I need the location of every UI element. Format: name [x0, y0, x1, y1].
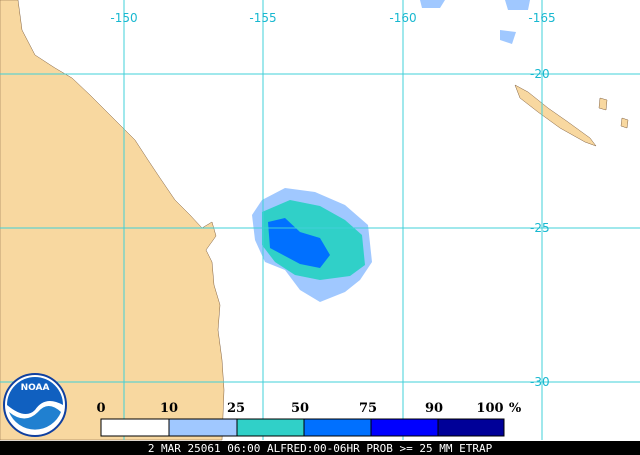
- legend-label: 25: [227, 401, 245, 416]
- land: [0, 0, 225, 441]
- island: [620, 117, 629, 129]
- logo-sky: [7, 377, 63, 414]
- caption: 2 MAR 25061 06:00 ALFRED:00-06HR PROB >=…: [148, 442, 493, 455]
- legend-swatch: [100, 418, 170, 437]
- legend-swatch: [236, 418, 305, 437]
- lat-label: -20: [530, 67, 550, 81]
- lon-label: -150: [110, 11, 137, 25]
- legend-label: 10: [160, 401, 178, 416]
- precip-10: [420, 0, 530, 44]
- logo-text: NOAA: [21, 383, 50, 393]
- legend-swatch: [303, 418, 372, 437]
- legend-label: 90: [425, 401, 443, 416]
- precip-50: [268, 218, 330, 268]
- island: [598, 97, 608, 111]
- lon-label: -155: [249, 11, 276, 25]
- lat-label: -25: [530, 221, 550, 235]
- legend-label: 75: [359, 401, 377, 416]
- legend-swatch: [370, 418, 439, 437]
- island: [514, 84, 597, 147]
- legend-label: 100: [476, 401, 503, 416]
- logo-sea: [9, 406, 61, 430]
- lon-label: -160: [389, 11, 416, 25]
- lon-label: -165: [528, 11, 555, 25]
- legend-unit: %: [509, 401, 522, 416]
- graticule: [0, 0, 640, 440]
- legend: 0 10 25 50 75 90 100 %: [96, 401, 522, 437]
- legend-label: 0: [96, 401, 105, 416]
- lat-label: -30: [530, 375, 550, 389]
- legend-swatch: [437, 418, 505, 437]
- caption-bar: [0, 441, 640, 455]
- legend-label: 50: [291, 401, 309, 416]
- logo: NOAA: [3, 373, 67, 437]
- legend-swatch: [168, 418, 238, 437]
